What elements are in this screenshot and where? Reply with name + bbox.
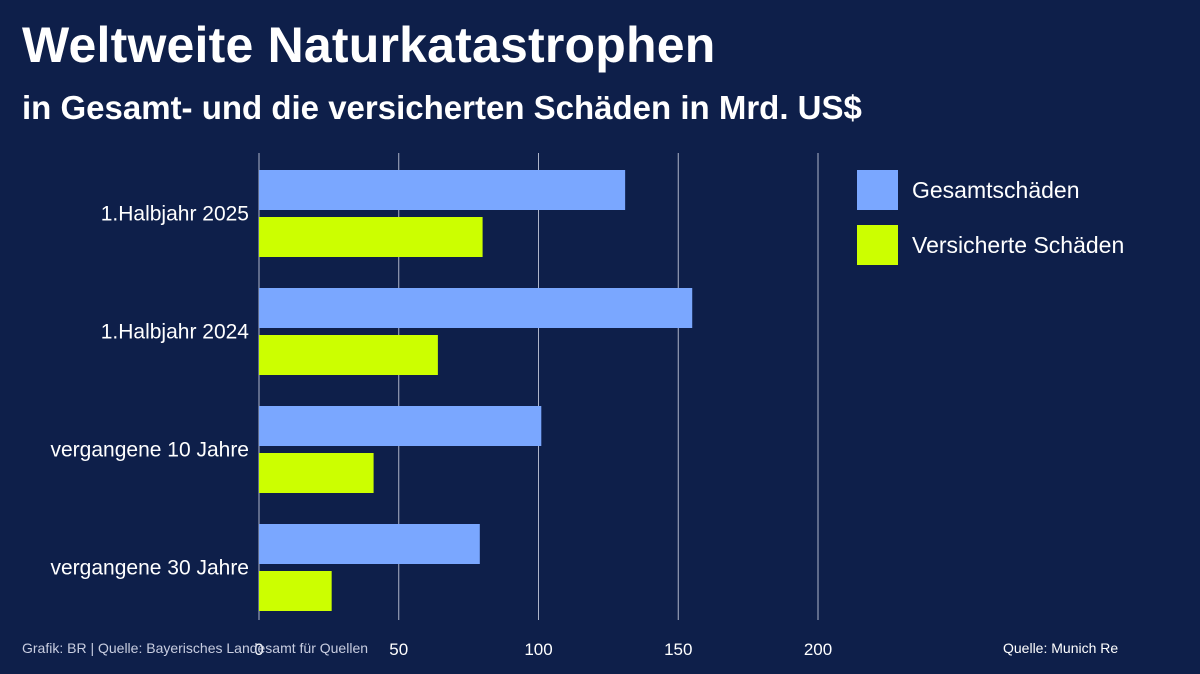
bar (259, 217, 483, 257)
chart-subtitle: in Gesamt- und die versicherten Schäden … (22, 89, 862, 126)
legend-swatch-versichert (857, 225, 898, 265)
x-tick-label: 150 (664, 640, 692, 659)
bar (259, 335, 438, 375)
x-tick-label: 200 (804, 640, 832, 659)
bar (259, 571, 332, 611)
category-label: vergangene 10 Jahre (51, 439, 250, 462)
x-tick-label: 100 (524, 640, 552, 659)
category-label: 1.Halbjahr 2025 (101, 203, 249, 226)
legend-item-versichert: Versicherte Schäden (857, 225, 1124, 265)
bar (259, 453, 374, 493)
legend-swatch-gesamt (857, 170, 898, 210)
legend-label-gesamt: Gesamtschäden (912, 176, 1080, 203)
bar (259, 406, 542, 446)
bar (259, 288, 693, 328)
chart-title: Weltweite Naturkatastrophen (22, 17, 716, 73)
bar (259, 524, 480, 564)
legend-item-gesamt: Gesamtschäden (857, 170, 1124, 210)
bar (259, 170, 626, 210)
footer-credit: Grafik: BR | Quelle: Bayerisches Landesa… (22, 640, 369, 656)
footer-source: Quelle: Munich Re (1003, 640, 1119, 656)
x-tick-label: 50 (389, 640, 408, 659)
legend-label-versichert: Versicherte Schäden (912, 231, 1125, 258)
legend: Gesamtschäden Versicherte Schäden (857, 170, 1124, 280)
category-label: 1.Halbjahr 2024 (101, 321, 250, 344)
x-tick-label: 0 (254, 640, 263, 659)
category-label: vergangene 30 Jahre (51, 557, 250, 580)
